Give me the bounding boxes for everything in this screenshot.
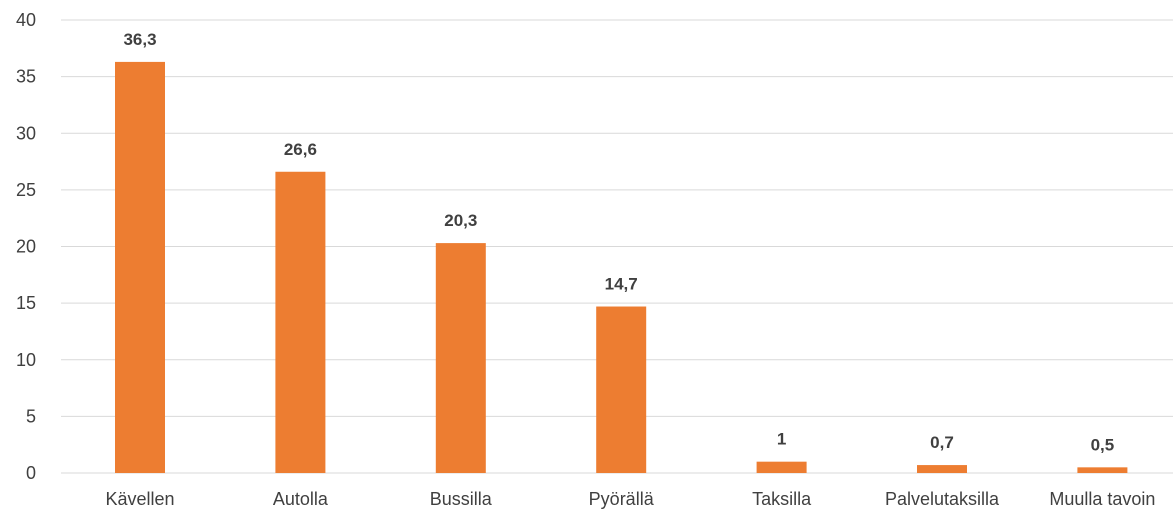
category-label: Kävellen — [105, 489, 174, 509]
bar-7 — [1077, 467, 1128, 473]
grid-lines — [61, 19, 1173, 474]
y-tick-label: 5 — [26, 406, 36, 426]
y-tick-label: 10 — [16, 350, 36, 370]
y-tick-label: 25 — [16, 180, 36, 200]
bars — [115, 61, 1128, 474]
y-tick-label: 15 — [16, 293, 36, 313]
data-label: 1 — [777, 430, 786, 449]
data-label: 36,3 — [123, 30, 156, 49]
data-label: 20,3 — [444, 211, 477, 230]
category-label: Palvelutaksilla — [885, 489, 1000, 509]
bar-5 — [756, 461, 807, 473]
y-tick-label: 35 — [16, 67, 36, 87]
category-label: Bussilla — [430, 489, 493, 509]
data-label: 14,7 — [605, 275, 638, 294]
bar-4 — [596, 306, 647, 473]
bar-1 — [115, 61, 165, 474]
category-label: Autolla — [273, 489, 329, 509]
y-axis-tick-labels: 0 5 10 15 20 25 30 35 40 — [16, 10, 36, 483]
bar-6 — [917, 465, 967, 473]
x-axis-category-labels: Kävellen Autolla Bussilla Pyörällä Taksilla P… — [105, 489, 1155, 509]
data-labels: 36,3 26,6 20,3 14,7 1 0,7 0,5 — [123, 30, 1114, 454]
data-label: 0,7 — [930, 433, 954, 452]
data-label: 0,5 — [1091, 435, 1115, 454]
bar-2 — [275, 171, 326, 473]
category-label: Taksilla — [752, 489, 812, 509]
y-tick-label: 40 — [16, 10, 36, 30]
data-label: 26,6 — [284, 140, 317, 159]
y-tick-label: 20 — [16, 237, 36, 257]
y-tick-label: 30 — [16, 123, 36, 143]
bar-3 — [435, 243, 486, 473]
y-tick-label: 0 — [26, 463, 36, 483]
category-label: Pyörällä — [589, 489, 655, 509]
category-label: Muulla tavoin — [1049, 489, 1155, 509]
